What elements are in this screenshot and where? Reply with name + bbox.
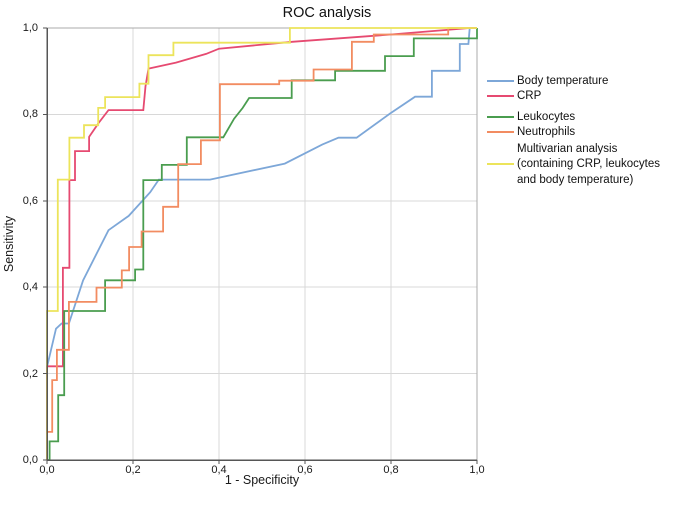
legend-swatch-crp <box>487 95 514 97</box>
y-tick-label: 0,4 <box>22 281 38 294</box>
y-tick-label: 0,2 <box>22 367 38 380</box>
legend-label-multivarian-line-2: (containing CRP, leukocytes <box>517 158 660 170</box>
x-axis-title: 1 - Specificity <box>224 473 300 487</box>
roc-curve-leukocytes <box>47 28 478 461</box>
legend-swatch-multivarian <box>487 163 514 165</box>
y-axis-title: Sensitivity <box>2 215 16 273</box>
y-tick-label: 0,8 <box>22 108 38 121</box>
x-tick-label: 0,2 <box>125 464 141 476</box>
legend-swatch-body-temperature <box>487 80 514 82</box>
y-tick-label: 0,6 <box>22 194 38 207</box>
x-tick-label: 0,4 <box>211 464 227 476</box>
legend-label-multivarian-line-3: and body temperature) <box>517 173 634 186</box>
plot-frame <box>47 27 478 460</box>
roc-curve-neutrophils <box>46 27 477 460</box>
y-tick-label: 0,0 <box>22 454 38 466</box>
roc-curves <box>46 27 478 461</box>
x-tick-label: 0,8 <box>383 464 399 476</box>
legend-label-leukocytes: Leukocytes <box>517 110 576 123</box>
legend-swatch-neutrophils <box>487 130 514 133</box>
roc-curve-body-temperature <box>46 27 477 460</box>
roc-curve-crp <box>46 27 477 460</box>
legend-label-neutrophils: Neutrophils <box>517 125 576 138</box>
x-tick-label: 0,0 <box>39 464 55 476</box>
chart-title: ROC analysis <box>282 5 372 21</box>
y-tick-label: 1,0 <box>22 22 38 34</box>
legend-label-body-temperature: Body temperature <box>517 75 609 87</box>
x-tick-label: 0,6 <box>297 464 313 476</box>
legend-label-multivarian-line-1: Multivarian analysis <box>517 142 618 155</box>
legend-swatch-leukocytes <box>487 115 514 118</box>
axes <box>43 27 478 464</box>
roc-curve-multivarian <box>46 27 477 460</box>
x-tick-label: 1,0 <box>469 464 485 476</box>
gridlines <box>47 28 477 460</box>
legend-label-crp: CRP <box>517 90 542 102</box>
